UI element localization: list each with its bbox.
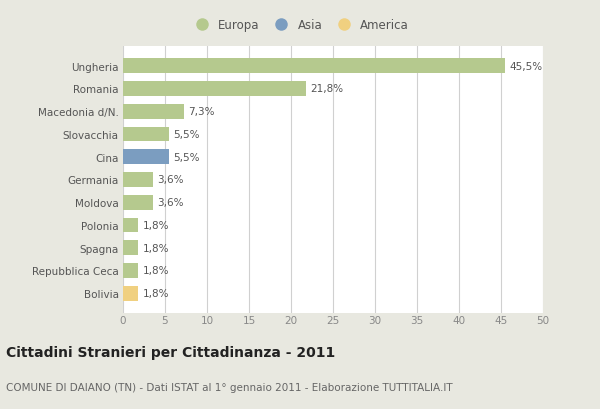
Text: 3,6%: 3,6%: [157, 175, 184, 185]
Bar: [123, 195, 153, 210]
Bar: [123, 150, 169, 165]
Text: 7,3%: 7,3%: [188, 107, 215, 117]
Bar: [123, 263, 138, 278]
Legend: Europa, Asia, America: Europa, Asia, America: [187, 16, 412, 36]
Text: COMUNE DI DAIANO (TN) - Dati ISTAT al 1° gennaio 2011 - Elaborazione TUTTITALIA.: COMUNE DI DAIANO (TN) - Dati ISTAT al 1°…: [6, 382, 452, 392]
Bar: [123, 82, 306, 97]
Text: 1,8%: 1,8%: [142, 288, 169, 299]
Text: 1,8%: 1,8%: [142, 220, 169, 230]
Bar: [123, 105, 184, 119]
Text: 21,8%: 21,8%: [310, 84, 343, 94]
Bar: [123, 218, 138, 233]
Bar: [123, 286, 138, 301]
Text: 5,5%: 5,5%: [173, 152, 200, 162]
Text: 1,8%: 1,8%: [142, 266, 169, 276]
Bar: [123, 173, 153, 187]
Text: 3,6%: 3,6%: [157, 198, 184, 208]
Text: Cittadini Stranieri per Cittadinanza - 2011: Cittadini Stranieri per Cittadinanza - 2…: [6, 346, 335, 360]
Bar: [123, 127, 169, 142]
Bar: [123, 59, 505, 74]
Bar: [123, 240, 138, 255]
Text: 5,5%: 5,5%: [173, 130, 200, 139]
Text: 1,8%: 1,8%: [142, 243, 169, 253]
Text: 45,5%: 45,5%: [509, 61, 542, 72]
